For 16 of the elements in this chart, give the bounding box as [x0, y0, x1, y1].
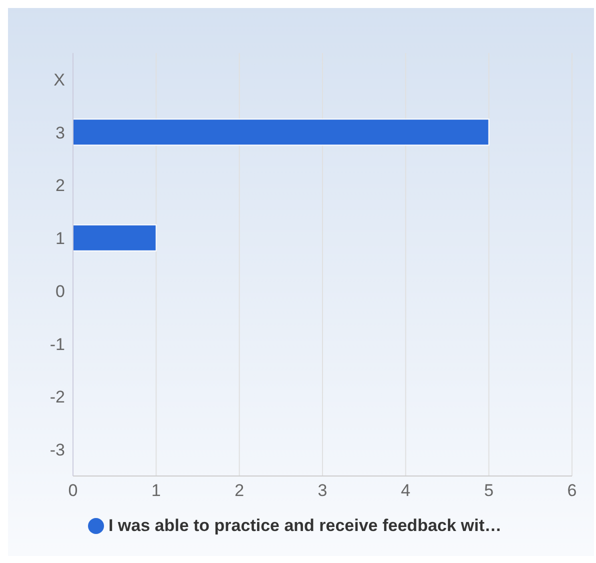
- y-tick-label: X: [54, 70, 65, 90]
- y-tick-label: -3: [50, 440, 65, 460]
- y-tick-label: 0: [56, 282, 65, 301]
- text: I was able to practice and receive feedback wit…: [108, 516, 502, 536]
- y-tick-label: 2: [56, 176, 65, 196]
- x-tick-label: 2: [234, 481, 244, 500]
- y-tick-label: 3: [56, 123, 65, 142]
- x-tick-label: 6: [567, 481, 577, 500]
- x-tick-label: 1: [151, 481, 161, 500]
- x-tick-label: 0: [68, 481, 78, 500]
- y-tick-label: 1: [56, 229, 65, 248]
- x-tick-label: 3: [318, 481, 328, 500]
- y-tick-label: -2: [50, 388, 65, 407]
- x-tick-label: 5: [484, 481, 494, 500]
- y-tick-label: -1: [50, 334, 65, 354]
- x-tick-label: 4: [400, 481, 410, 500]
